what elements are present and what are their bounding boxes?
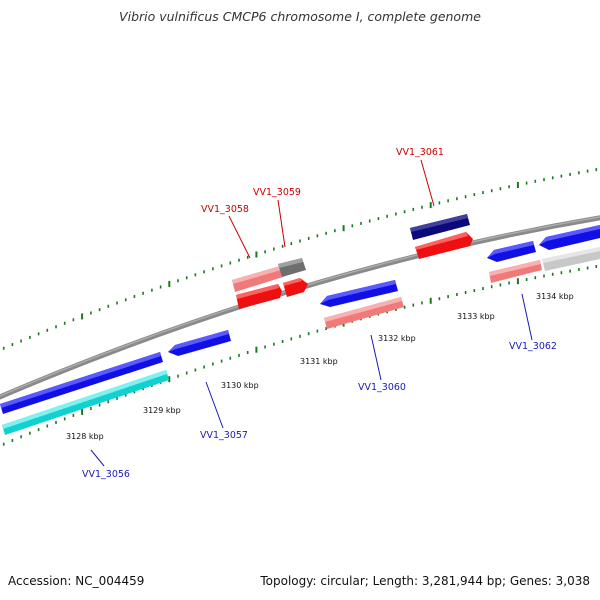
scale-label: 3132 kbp [378,334,416,343]
scale-label: 3129 kbp [143,406,181,415]
gene-label-vv1-3058[interactable]: VV1_3058 [201,204,249,215]
gene-label-vv1-3061[interactable]: VV1_3061 [396,147,444,158]
gene-block-red-1[interactable] [236,284,282,309]
gene-label-vv1-3062[interactable]: VV1_3062 [509,341,557,352]
gene-label-vv1-3056[interactable]: VV1_3056 [82,469,130,480]
gene-block-red-3[interactable] [415,232,473,259]
scale-label: 3130 kbp [221,381,259,390]
scale-label: 3128 kbp [66,432,104,441]
gene-blocks [0,214,600,435]
accession-text: Accession: NC_004459 [8,574,145,588]
gene-label-vv1-3059[interactable]: VV1_3059 [253,187,301,198]
outer-tick-row [2,168,598,350]
gene-leader-lines [90,159,533,467]
genome-stats-text: Topology: circular; Length: 3,281,944 bp… [260,574,590,588]
scale-labels: 3128 kbp 3129 kbp 3130 kbp 3131 kbp 3132… [66,292,574,441]
chromosome-backbone [0,215,600,400]
map-title: Vibrio vulnificus CMCP6 chromosome I, co… [119,9,481,24]
scale-label: 3133 kbp [457,312,495,321]
gene-label-vv1-3057[interactable]: VV1_3057 [200,430,248,441]
scale-label: 3131 kbp [300,357,338,366]
scale-label: 3134 kbp [536,292,574,301]
inner-tick-row [2,265,598,446]
gene-label-vv1-3060[interactable]: VV1_3060 [358,382,406,393]
